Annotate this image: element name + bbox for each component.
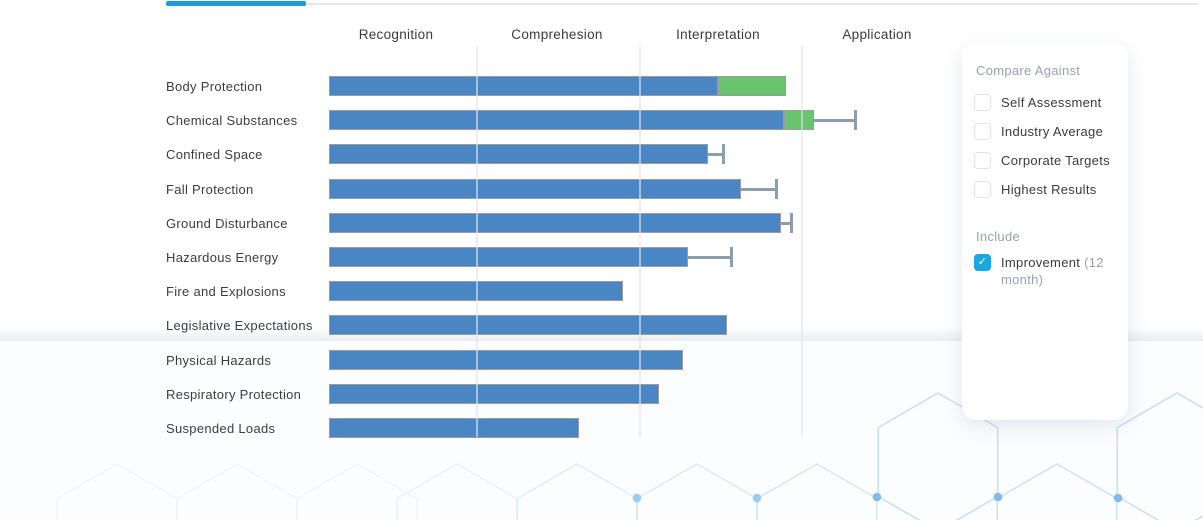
score-bar[interactable] [329,76,718,96]
checkbox-row-improvement[interactable]: ✓ Improvement (12 month) [974,254,1116,288]
category-label: Legislative Expectations [166,318,313,333]
checkbox-label: Industry Average [1001,123,1104,139]
score-bar[interactable] [329,144,708,164]
whisker [781,222,792,225]
whisker-cap [790,213,793,233]
gridline [639,46,641,437]
category-label: Chemical Substances [166,113,298,128]
checkbox-row-highest-results[interactable]: Highest Results [974,175,1116,204]
column-header-comprehesion: Comprehesion [511,27,603,42]
score-bar[interactable] [329,384,659,404]
gridline [801,46,803,437]
category-label: Respiratory Protection [166,387,302,402]
category-label: Physical Hazards [166,353,272,368]
improvement-checkbox[interactable]: ✓ [974,254,991,271]
column-header-application: Application [842,27,912,42]
whisker [814,119,856,122]
category-label: Body Protection [166,79,263,94]
score-bar[interactable] [329,247,688,267]
column-header-recognition: Recognition [358,27,434,42]
self-assessment-checkbox[interactable] [974,94,991,111]
score-bar[interactable] [329,213,781,233]
score-bar[interactable] [329,110,784,130]
checkbox-label: Improvement (12 month) [1001,255,1104,288]
score-bar[interactable] [329,179,741,199]
include-title: Include [976,229,1021,244]
score-bar[interactable] [329,315,727,335]
whisker [741,188,777,191]
checkbox-label: Highest Results [1001,181,1097,197]
category-label: Suspended Loads [166,421,276,436]
gridline [476,46,478,437]
whisker-cap [730,247,733,267]
whisker-cap [775,179,778,199]
whisker [708,153,724,156]
checkbox-label: Self Assessment [1001,94,1102,110]
whisker [688,256,732,259]
active-tab-indicator[interactable] [166,1,306,6]
score-bar[interactable] [329,350,683,370]
tab-strip-divider [166,3,1198,5]
highest-results-checkbox[interactable] [974,181,991,198]
checkbox-row-self-assessment[interactable]: Self Assessment [974,88,1116,117]
category-label: Fall Protection [166,182,254,197]
checkbox-label: Corporate Targets [1001,152,1110,168]
category-label: Ground Disturbance [166,216,288,231]
checkbox-row-corporate-targets[interactable]: Corporate Targets [974,146,1116,175]
category-label: Fire and Explosions [166,284,286,299]
improvement-bar[interactable] [784,110,814,130]
category-label: Hazardous Energy [166,250,279,265]
score-bar[interactable] [329,418,579,438]
whisker-cap [854,110,857,130]
chart-options-panel: Compare Against Self Assessment Industry… [962,43,1128,420]
improvement-bar[interactable] [718,76,786,96]
whisker-cap [722,144,725,164]
corporate-targets-checkbox[interactable] [974,152,991,169]
category-label: Confined Space [166,147,263,162]
column-header-interpretation: Interpretation [676,27,760,42]
industry-average-checkbox[interactable] [974,123,991,140]
checkbox-row-industry-average[interactable]: Industry Average [974,117,1116,146]
compare-against-title: Compare Against [976,63,1081,78]
check-icon: ✓ [977,256,988,268]
